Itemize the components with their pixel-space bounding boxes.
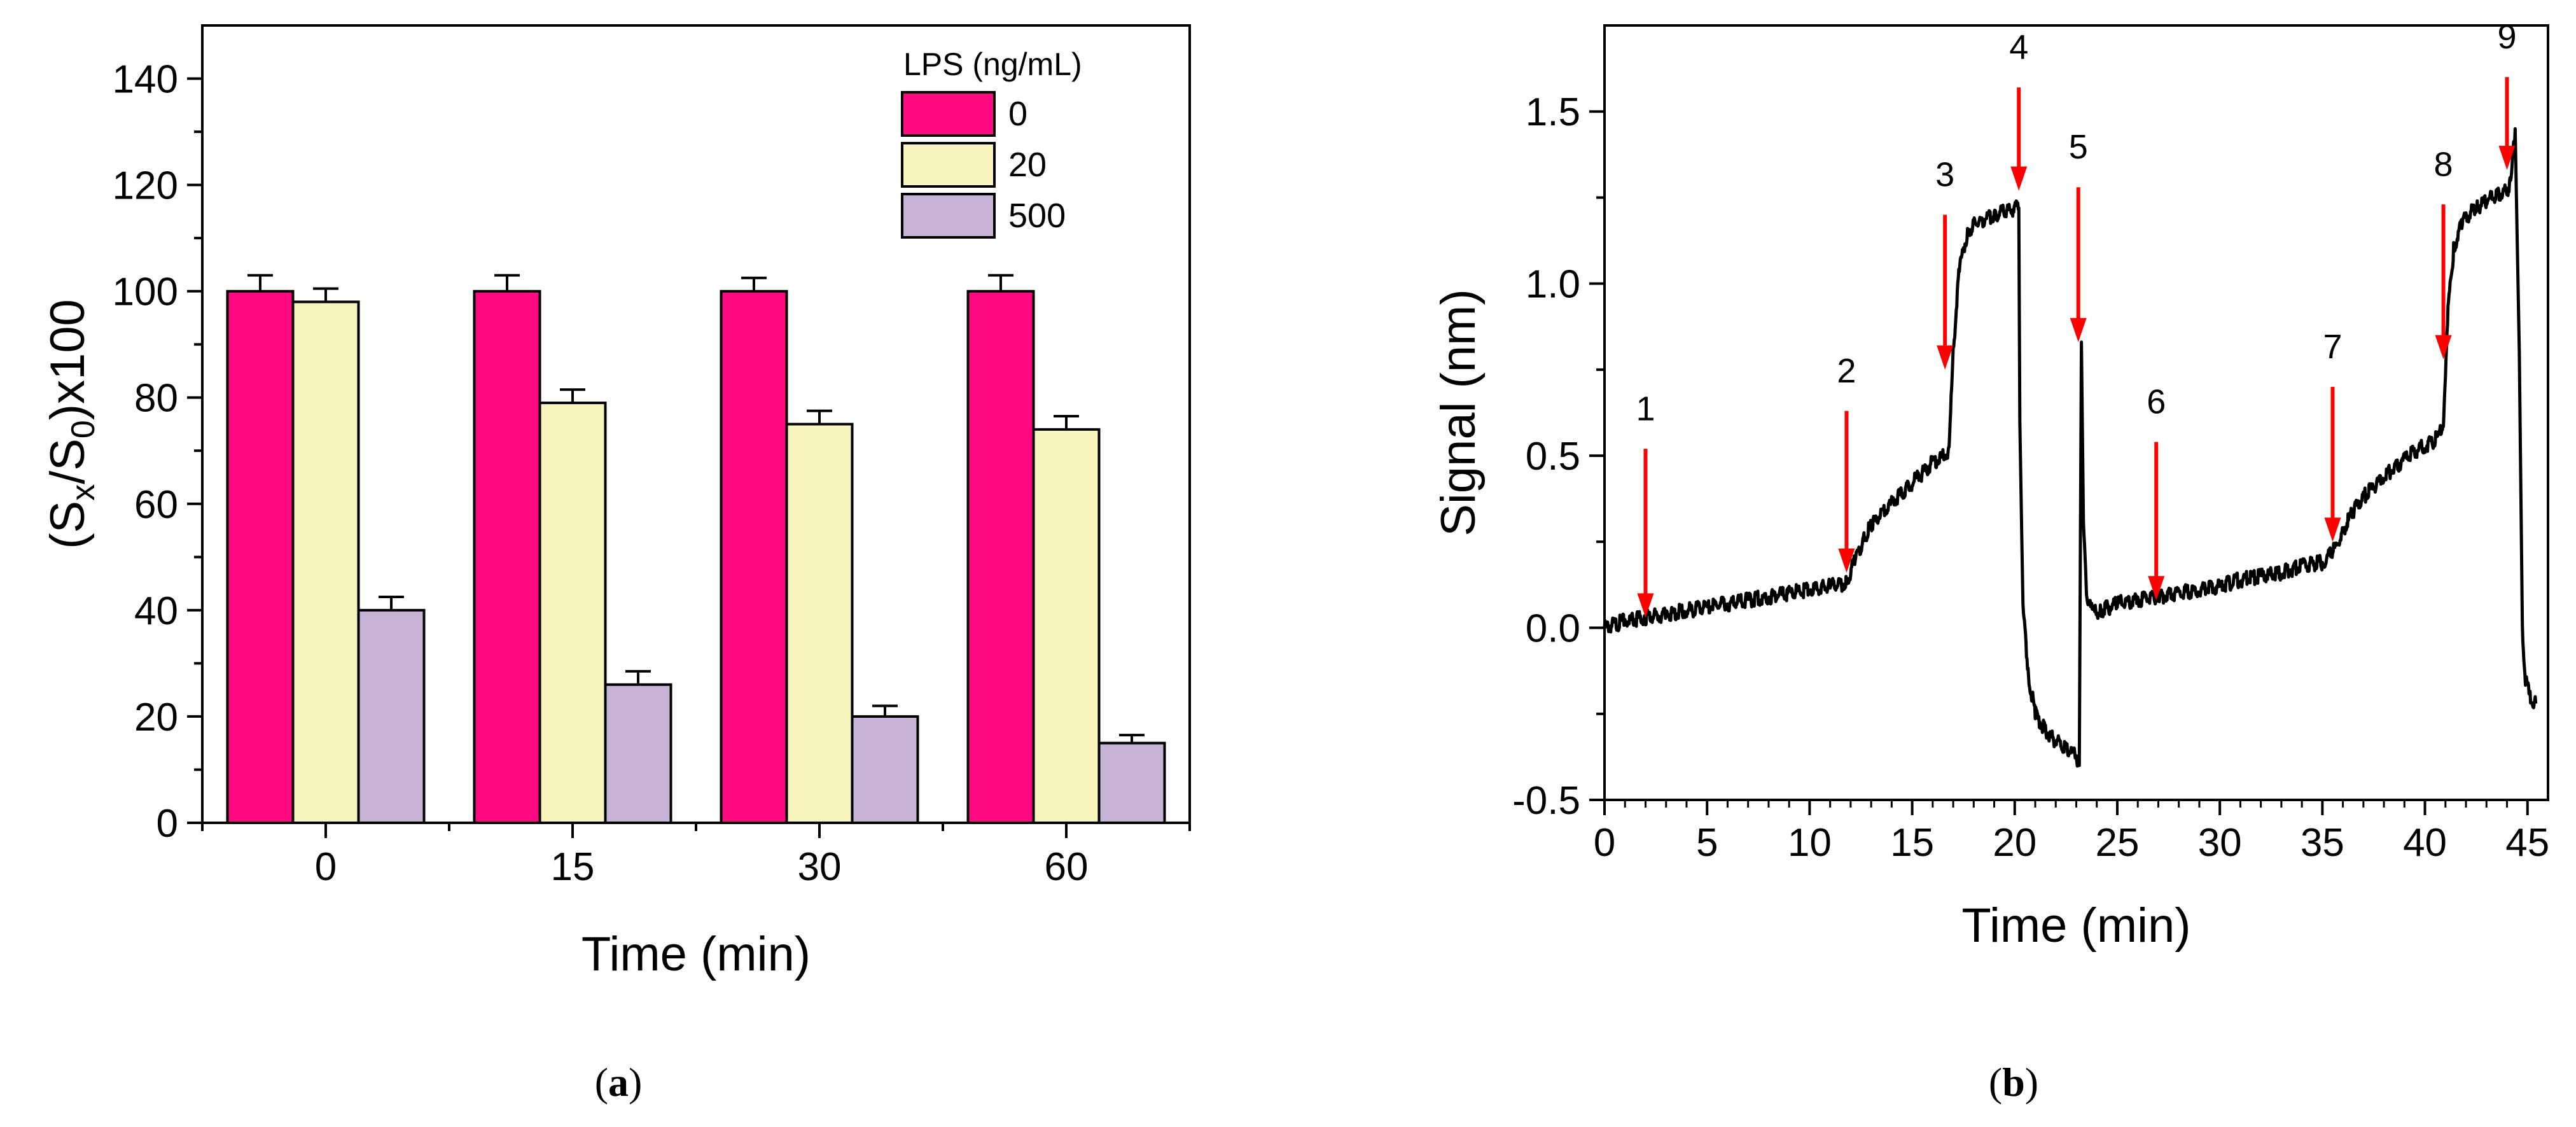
line-chart-axes: 0 5 10 15 20 25 30 35 40 45-0.50.00.51.01.5 xyxy=(1512,90,2549,865)
y-tick-label: 140 xyxy=(113,58,178,102)
event-label: 6 xyxy=(2147,382,2166,421)
legend-swatch xyxy=(901,142,996,188)
y-tick-label: 20 xyxy=(134,696,178,739)
bar xyxy=(604,683,672,825)
bar xyxy=(966,290,1035,824)
caption-letter: b xyxy=(2002,1060,2025,1105)
x-tick-label: 25 xyxy=(2095,821,2139,865)
x-tick-label: 10 xyxy=(1788,821,1832,865)
caption-letter: a xyxy=(608,1060,629,1105)
line-chart: 0 5 10 15 20 25 30 35 40 45-0.50.00.51.01.5 12345… xyxy=(1431,18,2549,1105)
y-axis-label: (Sx/S0)x100 xyxy=(41,299,102,549)
event-arrow-head xyxy=(2148,576,2165,601)
event-arrow-head xyxy=(2498,146,2516,171)
y-axis-label-part: /S xyxy=(41,438,95,484)
event-arrow-head xyxy=(1838,549,1855,573)
y-tick-label: 40 xyxy=(134,589,178,633)
bar xyxy=(291,300,360,824)
x-tick-label: 30 xyxy=(798,845,842,889)
y-axis-label: Signal (nm) xyxy=(1431,289,1486,536)
x-tick-label: 35 xyxy=(2301,821,2344,865)
bar-chart-legend: LPS (ng/mL) 0 20 500 xyxy=(901,46,1082,239)
legend-label: 20 xyxy=(1008,146,1047,184)
bar xyxy=(1097,741,1166,824)
event-label: 8 xyxy=(2434,145,2453,183)
x-tick-label: 40 xyxy=(2403,821,2447,865)
legend-swatch xyxy=(901,193,996,239)
event-label: 7 xyxy=(2323,328,2342,366)
event-arrow-head xyxy=(2324,517,2341,542)
y-tick-label: 0 xyxy=(157,802,178,846)
x-axis-label: Time (min) xyxy=(1961,899,2190,953)
event-label: 5 xyxy=(2069,128,2088,166)
y-axis-label-part: (S xyxy=(41,501,95,549)
legend-title: LPS (ng/mL) xyxy=(903,46,1082,82)
caption-paren: ) xyxy=(629,1060,642,1105)
bar-chart-bars xyxy=(226,274,1166,825)
x-tick-label: 45 xyxy=(2505,821,2549,865)
bar-chart-y-axis: 0 20 40 60 80 100 120 140 xyxy=(113,58,202,846)
y-tick-label: -0.5 xyxy=(1512,779,1580,823)
event-arrow-head xyxy=(2070,318,2087,342)
event-label: 4 xyxy=(2009,28,2028,66)
event-arrow-head xyxy=(2010,166,2028,191)
bar xyxy=(226,290,295,824)
y-tick-label: 100 xyxy=(113,270,178,314)
event-arrow-head xyxy=(2435,335,2452,360)
x-tick-label: 30 xyxy=(2198,821,2242,865)
x-tick-label: 0 xyxy=(315,845,337,889)
event-label: 9 xyxy=(2497,18,2516,56)
bar xyxy=(851,715,919,825)
x-tick-label: 15 xyxy=(551,845,595,889)
event-arrows: 1 2 3 4 5 6 7 8 9 xyxy=(1636,18,2517,618)
x-tick-label: 15 xyxy=(1890,821,1934,865)
x-tick-label: 0 xyxy=(1594,821,1615,865)
y-tick-label: 80 xyxy=(134,377,178,421)
y-axis-label-subscript: x xyxy=(65,484,102,501)
bar xyxy=(720,290,788,824)
y-axis-label-part: )x100 xyxy=(41,299,95,420)
caption-paren: ( xyxy=(1989,1060,2002,1105)
x-tick-label: 60 xyxy=(1045,845,1089,889)
x-tick-label: 20 xyxy=(1993,821,2036,865)
legend-label: 500 xyxy=(1008,197,1066,235)
y-tick-label: 1.0 xyxy=(1526,263,1580,307)
bar-chart-frame xyxy=(201,24,1191,824)
bar-chart: 0 20 40 60 80 100 120 140 0 15 30 60 LPS (ng/mL) 0… xyxy=(41,24,1191,1105)
x-axis-label: Time (min) xyxy=(581,927,811,981)
bar xyxy=(1032,428,1101,824)
y-tick-label: 60 xyxy=(134,483,178,527)
bar xyxy=(538,402,607,824)
x-tick-label: 5 xyxy=(1696,821,1718,865)
bar xyxy=(473,290,541,824)
event-arrow-head xyxy=(1937,345,1954,370)
legend-swatch xyxy=(901,91,996,137)
panel-caption-b: (b) xyxy=(1989,1060,2038,1105)
bar xyxy=(785,423,854,824)
event-label: 1 xyxy=(1636,389,1655,428)
y-tick-label: 0.5 xyxy=(1526,435,1580,479)
y-axis-label-subscript: 0 xyxy=(65,420,102,438)
event-label: 2 xyxy=(1837,352,1856,390)
bar xyxy=(357,608,426,824)
line-chart-frame xyxy=(1603,24,2549,801)
y-tick-label: 120 xyxy=(113,164,178,208)
caption-paren: ( xyxy=(595,1060,608,1105)
event-arrow-head xyxy=(1637,593,1654,618)
legend-label: 0 xyxy=(1008,95,1027,133)
caption-paren: ) xyxy=(2025,1060,2038,1105)
y-tick-label: 1.5 xyxy=(1526,90,1580,134)
bar-chart-x-axis: 0 15 30 60 xyxy=(201,823,1191,889)
signal-series-line xyxy=(1603,127,2538,768)
panel-caption-a: (a) xyxy=(595,1060,643,1105)
event-label: 3 xyxy=(1935,155,1954,193)
y-tick-label: 0.0 xyxy=(1526,607,1580,651)
